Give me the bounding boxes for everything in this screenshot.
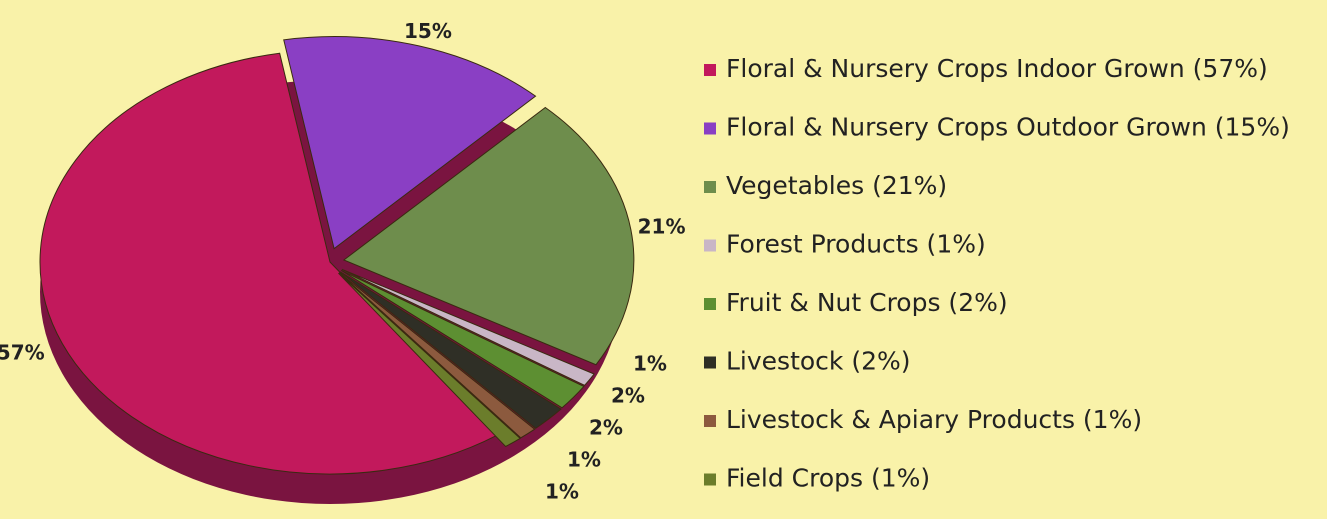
data-label: 1% xyxy=(567,448,601,472)
data-label: 15% xyxy=(404,19,452,43)
legend-label: Floral & Nursery Crops Indoor Grown (57%… xyxy=(726,54,1268,83)
legend-swatch xyxy=(704,123,716,135)
legend-label: Floral & Nursery Crops Outdoor Grown (15… xyxy=(726,113,1290,142)
legend-swatch xyxy=(704,298,716,310)
legend-swatch xyxy=(704,240,716,252)
legend-swatch xyxy=(704,415,716,427)
data-label: 2% xyxy=(611,384,645,408)
legend-swatch xyxy=(704,64,716,76)
page: {"chart_data": {"type": "pie", "categori… xyxy=(0,0,1327,519)
legend-label: Vegetables (21%) xyxy=(726,171,947,200)
legend-swatch xyxy=(704,181,716,193)
data-label: 57% xyxy=(0,341,45,365)
data-label: 21% xyxy=(638,214,686,238)
legend-label: Livestock (2%) xyxy=(726,347,911,376)
legend-label: Livestock & Apiary Products (1%) xyxy=(726,405,1142,434)
data-label: 1% xyxy=(633,352,667,376)
legend-swatch xyxy=(704,357,716,369)
data-label: 1% xyxy=(545,480,579,504)
legend-label: Field Crops (1%) xyxy=(726,464,930,493)
legend-label: Forest Products (1%) xyxy=(726,230,986,259)
chart: 57% 15% 21% 1% 2% 2% 1% 1% Floral & Nursery Crop… xyxy=(0,0,1327,519)
data-label: 2% xyxy=(589,416,623,440)
legend-swatch xyxy=(704,474,716,486)
legend-label: Fruit & Nut Crops (2%) xyxy=(726,288,1008,317)
